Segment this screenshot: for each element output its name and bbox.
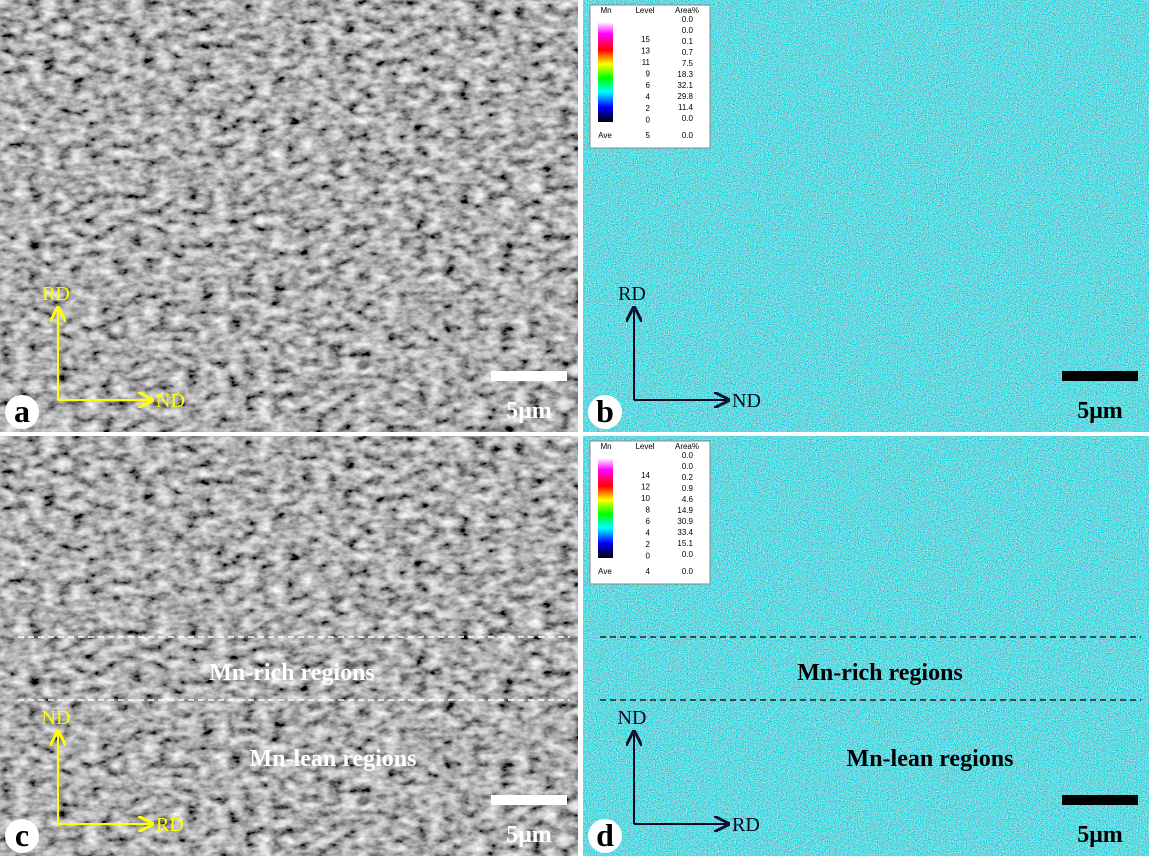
axis-label: ND xyxy=(618,707,647,729)
panel: RD ND 5μm b Mn Level Area% 15 13 11 9 6 4 2 0 0.0 0.0 0.1… xyxy=(583,0,1149,432)
legend-level: 0 xyxy=(646,552,651,561)
legend-area: 0.2 xyxy=(682,473,694,482)
legend-area: 15.1 xyxy=(677,539,693,548)
legend-area: 7.5 xyxy=(682,59,694,68)
axis-label: ND xyxy=(732,390,761,412)
legend-area: 30.9 xyxy=(677,517,693,526)
legend-area: 33.4 xyxy=(677,528,693,537)
scale-label: 5μm xyxy=(1077,398,1123,424)
legend-level: 6 xyxy=(646,81,651,90)
legend-area: 0.0 xyxy=(682,114,694,123)
region-label: Mn-rich regions xyxy=(209,660,375,686)
legend-area: 14.9 xyxy=(677,506,693,515)
legend-ave: Ave xyxy=(598,567,612,576)
panel: ND RD 5μm c Mn-rich regions Mn-lean regions xyxy=(0,436,578,856)
panel: RD ND 5μm a xyxy=(0,0,578,432)
legend-area: 0.9 xyxy=(682,484,694,493)
legend-ave: 0.0 xyxy=(682,131,694,140)
legend-area: 18.3 xyxy=(677,70,693,79)
legend-area: 0.7 xyxy=(682,48,694,57)
legend-area: 0.0 xyxy=(682,451,694,460)
legend-ave: 5 xyxy=(646,131,651,140)
legend-level: 9 xyxy=(646,70,651,79)
legend-level: 8 xyxy=(646,506,651,515)
axis-label: RD xyxy=(618,283,646,305)
legend-area: 0.0 xyxy=(682,462,694,471)
legend-level: 4 xyxy=(646,529,651,538)
scale-label: 5μm xyxy=(506,822,552,848)
legend-level: 4 xyxy=(646,93,651,102)
legend-header: Area% xyxy=(675,6,699,15)
panel-label: d xyxy=(596,817,614,853)
legend-level: 10 xyxy=(641,494,650,503)
scale-bar xyxy=(491,795,567,805)
legend-level: 0 xyxy=(646,116,651,125)
region-label: Mn-lean regions xyxy=(250,746,417,772)
legend-level: 14 xyxy=(641,471,650,480)
legend-ave: 0.0 xyxy=(682,567,694,576)
legend-header: Area% xyxy=(675,442,699,451)
sem-image xyxy=(0,436,578,856)
legend-level: 11 xyxy=(642,58,651,67)
legend-level: 15 xyxy=(641,35,650,44)
legend-level: 13 xyxy=(641,47,650,56)
legend-header: Level xyxy=(635,442,654,451)
legend-level: 2 xyxy=(646,104,651,113)
legend-ave: 4 xyxy=(646,567,651,576)
scale-bar xyxy=(1062,795,1138,805)
legend-ave: Ave xyxy=(598,131,612,140)
axis-label: ND xyxy=(156,390,185,412)
legend-area: 29.8 xyxy=(677,92,693,101)
legend-area: 32.1 xyxy=(677,81,693,90)
sem-image xyxy=(0,0,578,432)
axis-label: RD xyxy=(156,814,184,836)
region-label: Mn-rich regions xyxy=(797,660,963,686)
scale-label: 5μm xyxy=(1077,822,1123,848)
axis-label: RD xyxy=(42,283,70,305)
scale-bar xyxy=(1062,371,1138,381)
axis-label: ND xyxy=(42,707,71,729)
region-label: Mn-lean regions xyxy=(847,746,1014,772)
axis-label: RD xyxy=(732,814,760,836)
legend-area: 0.1 xyxy=(682,37,694,46)
legend-header: Mn xyxy=(600,6,611,15)
legend-level: 6 xyxy=(646,517,651,526)
legend-header: Level xyxy=(635,6,654,15)
legend: Mn Level Area% 14 12 10 8 6 4 2 0 0.0 0.0 0.2 0.9 4.6 14… xyxy=(590,441,710,584)
color-bar xyxy=(598,22,613,122)
figure: RD ND 5μm a RD ND 5μm b Mn Level Area% 15 13 11 9 6 4 2 0 0… xyxy=(0,0,1149,856)
legend-header: Mn xyxy=(600,442,611,451)
scale-bar xyxy=(491,371,567,381)
color-bar xyxy=(598,458,613,558)
panel-label: c xyxy=(15,817,29,853)
legend-level: 2 xyxy=(646,540,651,549)
panel: ND RD 5μm d Mn-rich regions Mn-lean regions Mn… xyxy=(583,436,1149,856)
panel-label: b xyxy=(596,393,614,429)
legend-area: 0.0 xyxy=(682,26,694,35)
legend-area: 11.4 xyxy=(678,103,694,112)
legend-area: 0.0 xyxy=(682,550,694,559)
legend-level: 12 xyxy=(641,483,650,492)
legend-area: 4.6 xyxy=(682,495,694,504)
legend: Mn Level Area% 15 13 11 9 6 4 2 0 0.0 0.0 0.1 0.7 7.5 18… xyxy=(590,5,710,148)
legend-area: 0.0 xyxy=(682,15,694,24)
scale-label: 5μm xyxy=(506,398,552,424)
panel-label: a xyxy=(14,393,30,429)
